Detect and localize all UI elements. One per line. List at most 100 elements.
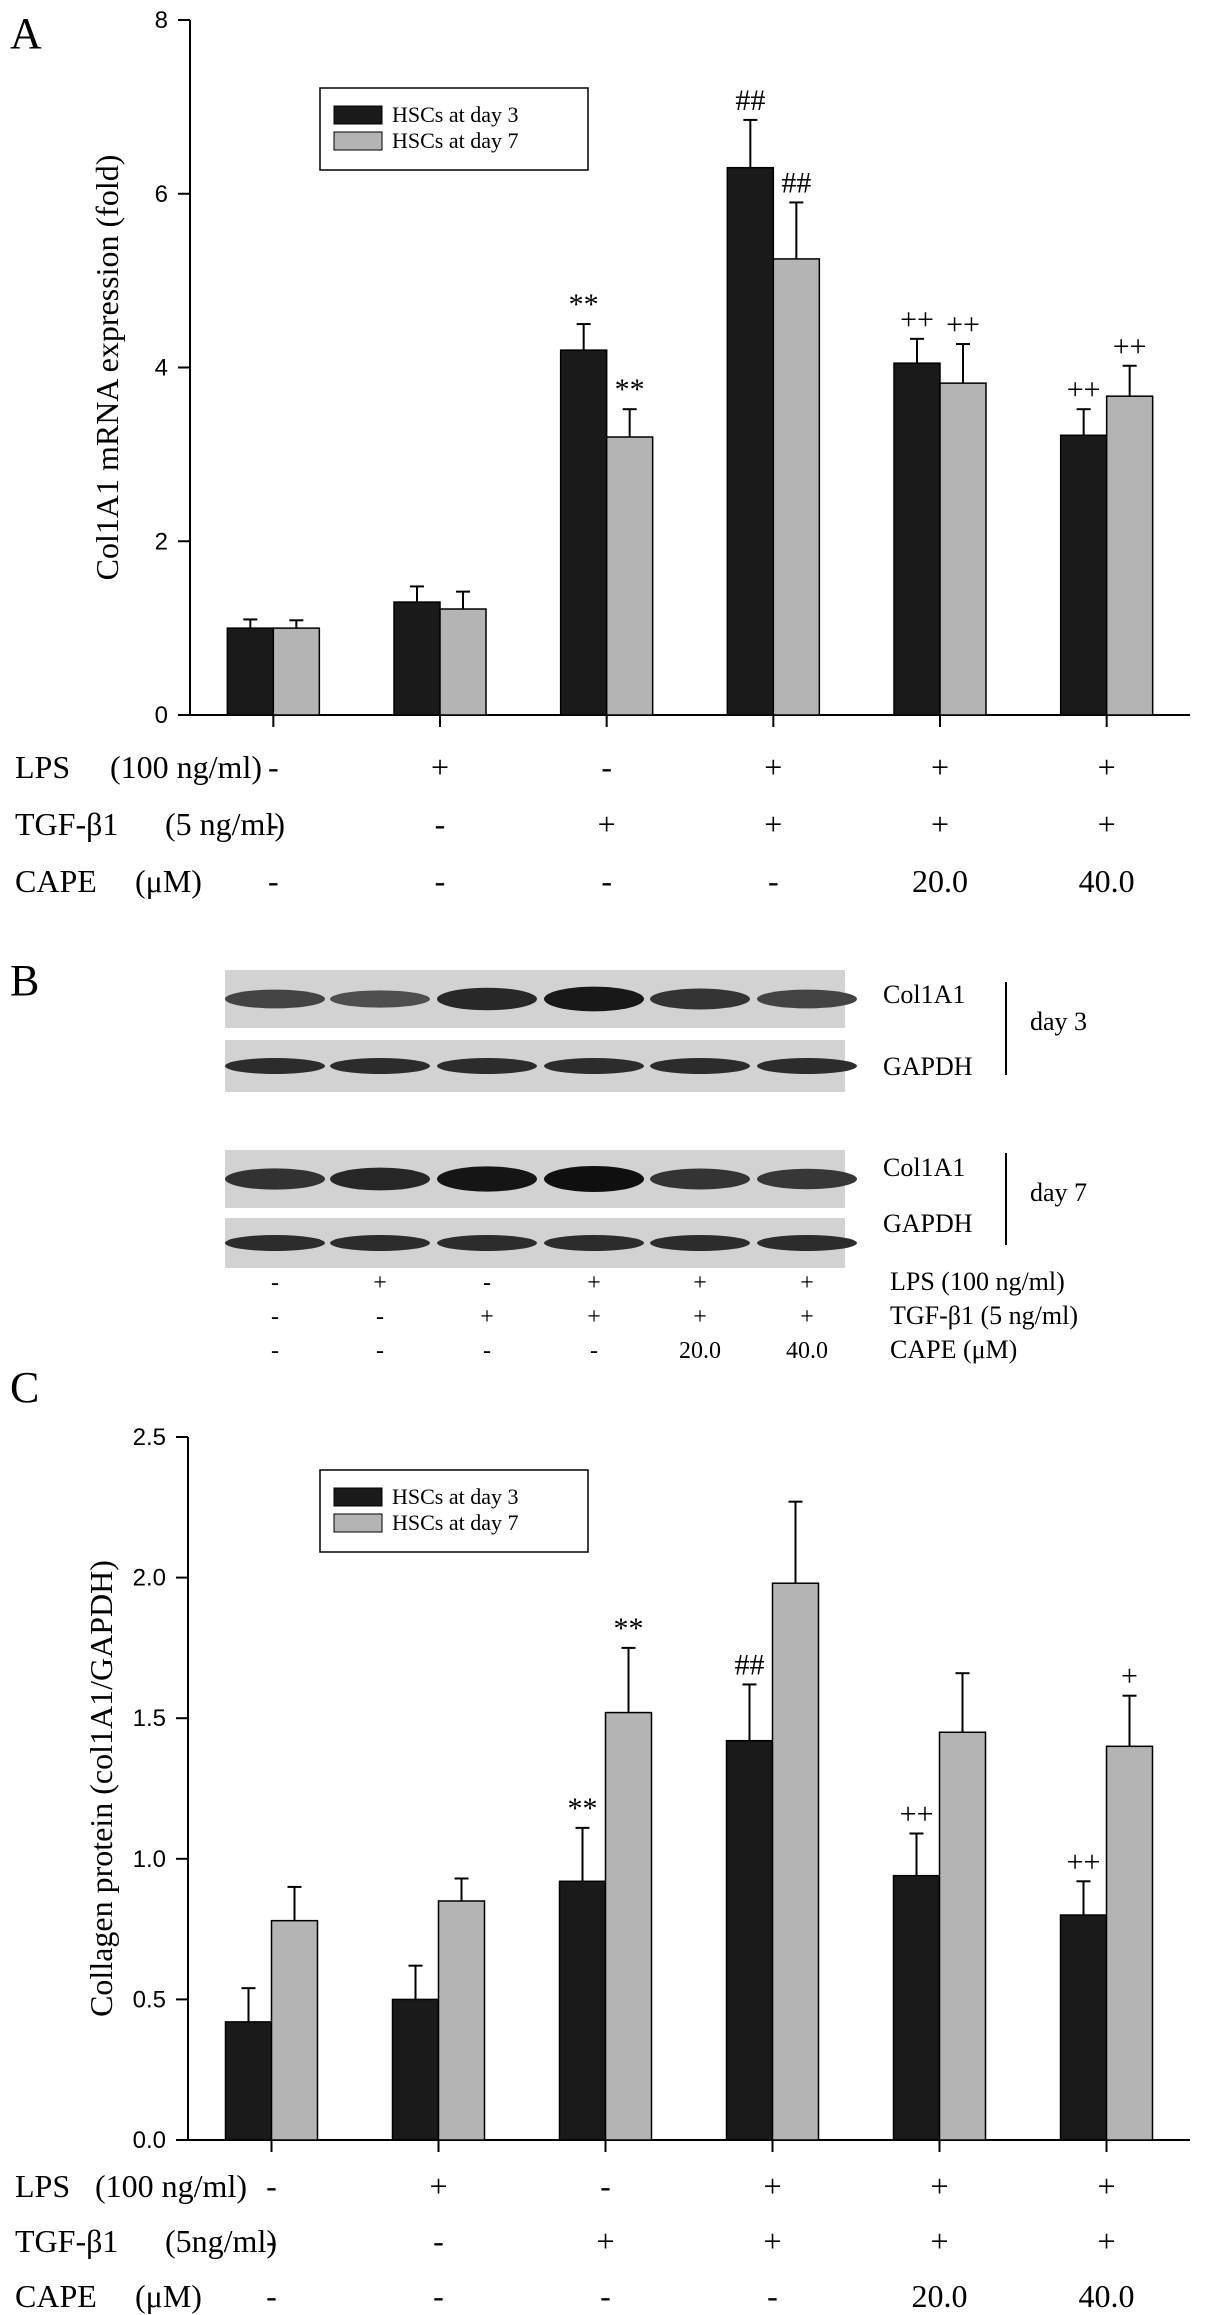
condition-label: TGF-β1 [15,806,118,842]
bar-series2-group4 [771,1582,820,2141]
condition-value: + [431,749,449,785]
significance-mark: ## [735,84,765,117]
y-tick-label: 8 [155,7,168,34]
significance-mark: ++ [946,308,980,341]
blot-condition-value: + [800,1270,814,1296]
blot-band [437,1235,537,1251]
blot-condition-value: + [693,1304,707,1330]
legend-box [319,1469,589,1553]
legend-swatch-1 [333,105,383,125]
condition-value: + [930,2223,948,2259]
blot-band [225,1058,325,1074]
blot-condition-value: + [587,1304,601,1330]
condition-value: - [268,749,279,785]
condition-unit: (μM) [135,863,202,899]
western-blot-b: Col1A1 GAPDH Col1A1 GAPDH day 3 day 7 - + - + + + LP… [225,970,1087,1364]
condition-unit: (5 ng/ml) [165,806,285,842]
significance-mark: ++ [1067,373,1101,406]
blot-condition-value: 40.0 [786,1338,828,1364]
bar-series2-group6 [1105,395,1154,716]
blot-band [330,990,430,1008]
condition-value: 20.0 [912,2278,968,2314]
blot-band [330,1235,430,1251]
bar-series1-group2 [393,601,441,716]
legend-label-2: HSCs at day 7 [392,1510,519,1535]
condition-value: - [433,2278,444,2314]
y-tick-label: 2.5 [133,1424,166,1451]
blot-condition-value: - [271,1270,279,1296]
blot-condition-value: - [590,1338,598,1364]
bar-series1-group1 [224,2021,273,2141]
bar-series1-group5 [893,362,941,716]
significance-mark: ## [735,1648,765,1681]
condition-value: - [601,749,612,785]
bar-series2-group1 [272,627,321,716]
condition-value: + [598,806,616,842]
blot-condition-value: + [693,1270,707,1296]
bar-series2-group5 [938,1731,987,2141]
panel-a-letter: A [10,9,42,58]
bar-series2-group3 [605,436,654,716]
condition-value: + [764,806,782,842]
blot-condition-label: CAPE (μM) [890,1335,1017,1364]
blot-condition-value: + [587,1270,601,1296]
condition-value: 40.0 [1079,863,1135,899]
condition-label: TGF-β1 [15,2223,118,2259]
condition-label: LPS [15,2168,70,2204]
condition-value: - [435,806,446,842]
significance-mark: ++ [1067,1845,1101,1878]
legend-label-1: HSCs at day 3 [392,1484,519,1509]
condition-value: + [596,2223,614,2259]
legend-label-1: HSCs at day 3 [392,102,519,127]
condition-value: + [930,2168,948,2204]
y-tick-label: 0.0 [133,2127,166,2154]
blot-condition-value: - [271,1304,279,1330]
blot-condition-value: + [800,1304,814,1330]
legend-swatch-1 [333,1487,383,1507]
condition-value: - [433,2223,444,2259]
condition-label: LPS [15,749,70,785]
blot-band [757,1168,857,1190]
significance-mark: ** [614,1612,644,1645]
blot-condition-value: - [376,1304,384,1330]
blot-condition-value: + [373,1270,387,1296]
significance-mark: + [1121,1660,1138,1693]
condition-value: 40.0 [1079,2278,1135,2314]
bar-series2-group3 [604,1711,653,2141]
day3-label: day 3 [1030,1007,1087,1036]
condition-unit: (100 ng/ml) [110,749,262,785]
y-axis-label: Col1A1 mRNA expression (fold) [89,155,125,581]
condition-value: - [266,2278,277,2314]
condition-value: + [1097,2223,1115,2259]
blot-condition-value: + [480,1304,494,1330]
condition-value: - [435,863,446,899]
blot-band [544,986,644,1012]
bar-series2-group6 [1105,1745,1154,2141]
bar-series1-group3 [558,1880,607,2141]
blot-condition-value: - [483,1338,491,1364]
significance-mark: ++ [900,1797,934,1830]
blot-band [650,988,750,1010]
blot-condition-value: - [271,1338,279,1364]
bar-series1-group2 [391,1998,440,2141]
condition-value: - [266,2223,277,2259]
blot-band [225,1235,325,1251]
blot-band [650,1168,750,1190]
blot-condition-label: LPS (100 ng/ml) [890,1267,1065,1296]
legend-swatch-2 [333,131,383,151]
blot-band [544,1058,644,1074]
bar-series1-group4 [726,166,775,716]
blot-band [437,1166,537,1192]
y-tick-label: 4 [155,355,168,382]
blot-row-label: Col1A1 [883,1153,965,1182]
condition-label: CAPE [15,2278,97,2314]
bar-series1-group6 [1059,1914,1108,2141]
legend-swatch-2 [333,1513,383,1533]
blot-band [330,1167,430,1191]
condition-value: - [266,2168,277,2204]
y-tick-label: 2.0 [133,1565,166,1592]
legend-box [319,87,589,171]
significance-mark: ## [781,166,811,199]
